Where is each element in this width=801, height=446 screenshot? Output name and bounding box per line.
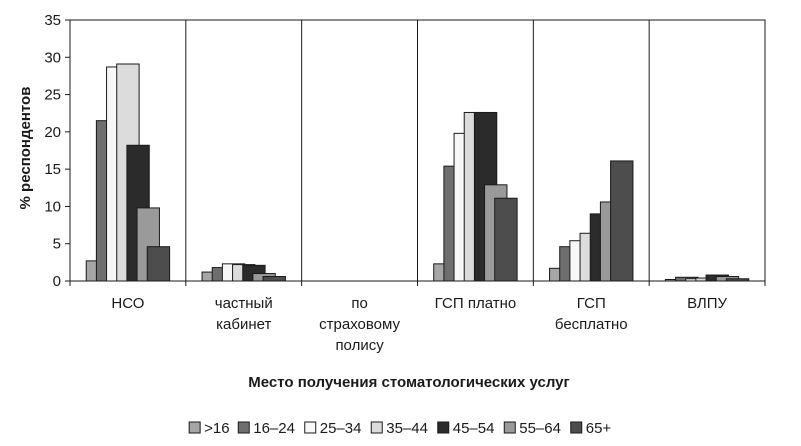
legend-swatch: [370, 421, 383, 434]
legend-label: >16: [204, 420, 229, 437]
legend-swatch: [304, 421, 317, 434]
labels-layer: 0 5 10 15 20 25 30 35 НСО частный кабинет по страхов…: [44, 12, 727, 354]
legend-label: 35–44: [386, 420, 428, 437]
y-tick-label: 30: [44, 49, 61, 66]
x-axis-title: Место получения стоматологических услуг: [248, 374, 570, 391]
category-label: бесплатно: [555, 316, 628, 333]
y-axis-title: % респондентов: [17, 87, 34, 210]
y-tick-label: 5: [53, 236, 61, 253]
category-label: страховому: [319, 316, 400, 333]
y-tick-label: 0: [53, 273, 61, 290]
category-label: частный: [215, 295, 273, 312]
legend-swatch: [437, 421, 450, 434]
category-label: полису: [335, 337, 384, 354]
legend-label: 25–34: [320, 420, 362, 437]
category-label: ГСП: [577, 295, 606, 312]
grid-layer: [185, 20, 650, 281]
y-tick-label: 15: [44, 161, 61, 178]
legend-label: 45–54: [453, 420, 495, 437]
bar: [262, 276, 286, 282]
legend-swatch: [188, 421, 201, 434]
legend-swatch: [237, 421, 250, 434]
legend-label: 16–24: [253, 420, 295, 437]
y-tick-label: 35: [44, 12, 61, 29]
bar: [146, 246, 171, 282]
bar: [494, 197, 518, 282]
legend-label: 55–64: [519, 420, 561, 437]
category-label: ГСП платно: [435, 295, 517, 312]
y-tick-label: 10: [44, 198, 61, 215]
legend-swatch: [503, 421, 516, 434]
category-label: кабинет: [216, 316, 271, 333]
y-tick-label: 25: [44, 87, 61, 104]
y-tick-label: 20: [44, 124, 61, 141]
category-label: НСО: [111, 295, 144, 312]
category-label: по: [351, 295, 367, 312]
category-label: ВЛПУ: [687, 295, 727, 312]
legend-label: 65+: [586, 420, 612, 437]
legend: >16 16–24 25–34 35–44 45–54 55–64 65+: [188, 420, 612, 437]
axes-layer: [65, 19, 766, 286]
bar: [610, 160, 634, 282]
legend-swatch: [570, 421, 583, 434]
